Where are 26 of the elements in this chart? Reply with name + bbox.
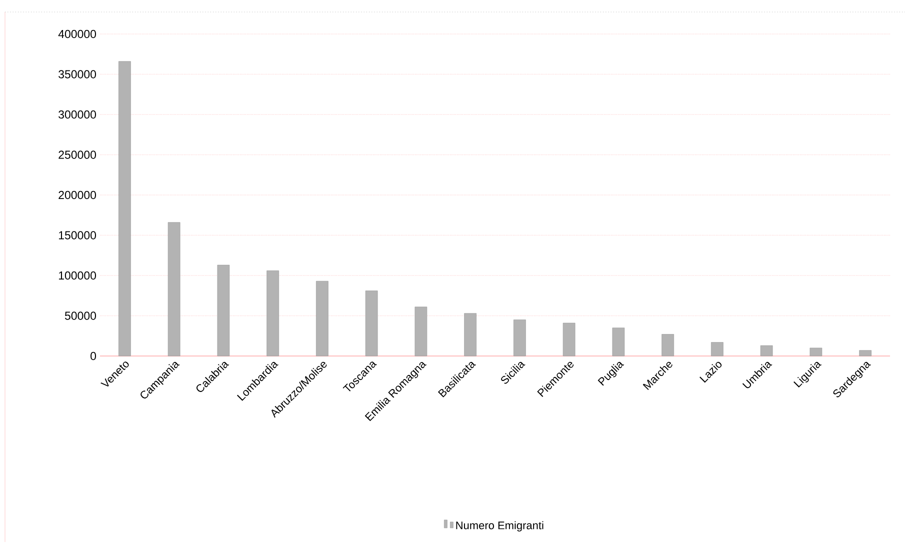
y-tick-label: 300000: [58, 110, 96, 119]
bar: [810, 348, 822, 356]
y-tick-label: 150000: [58, 231, 96, 240]
bar: [662, 334, 674, 356]
legend-label: Numero Emigranti: [456, 521, 544, 532]
bar: [711, 342, 724, 356]
y-tick-label: 50000: [64, 312, 96, 320]
bar: [365, 290, 378, 356]
bar: [414, 306, 428, 356]
bar: [168, 222, 180, 356]
y-tick-label: 350000: [58, 70, 96, 78]
y-tick-label: 400000: [58, 30, 96, 38]
y-tick-label: 0: [90, 352, 96, 360]
bar: [514, 320, 526, 356]
bar: [316, 280, 328, 356]
bar: [859, 350, 872, 356]
y-tick-label: 200000: [58, 190, 96, 200]
bar: [118, 61, 131, 356]
y-tick-label: 250000: [58, 150, 96, 159]
bar: [612, 328, 625, 356]
bar: [760, 345, 773, 356]
bar: [562, 322, 576, 356]
bar: [266, 270, 279, 356]
bar: [464, 313, 476, 356]
y-tick-label: 100000: [58, 271, 96, 280]
bar: [217, 264, 230, 356]
